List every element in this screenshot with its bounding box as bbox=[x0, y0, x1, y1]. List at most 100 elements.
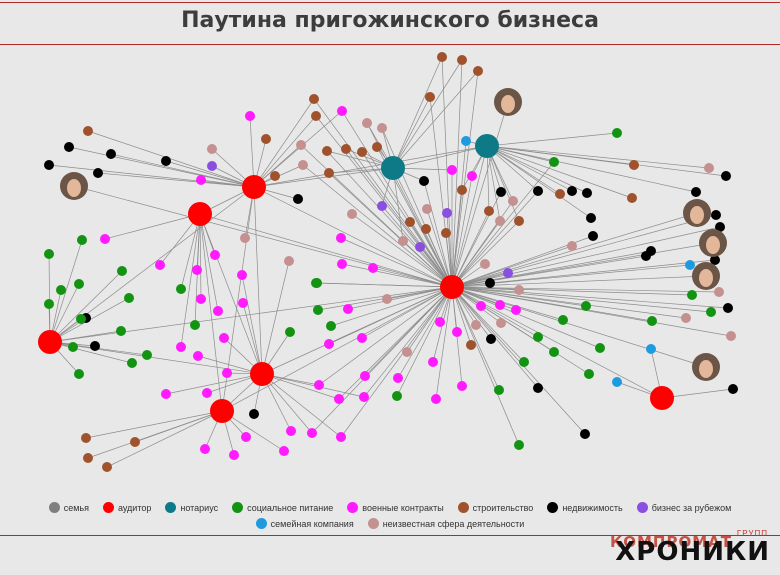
edge bbox=[392, 167, 404, 242]
edge bbox=[451, 286, 707, 368]
graph-node bbox=[415, 242, 425, 252]
edge bbox=[180, 213, 201, 348]
legend-item: нотариус bbox=[165, 502, 218, 513]
graph-node bbox=[584, 369, 594, 379]
edge bbox=[486, 145, 727, 177]
edge bbox=[426, 208, 453, 288]
person-avatar-icon bbox=[692, 353, 720, 381]
graph-node bbox=[357, 147, 367, 157]
graph-node bbox=[81, 433, 91, 443]
edge bbox=[451, 190, 539, 288]
graph-node bbox=[100, 234, 110, 244]
legend-item: недвижимость bbox=[547, 502, 623, 513]
legend-swatch bbox=[232, 502, 244, 513]
edge bbox=[451, 250, 652, 288]
graph-node bbox=[202, 388, 212, 398]
graph-node bbox=[706, 307, 716, 317]
graph-node bbox=[447, 165, 457, 175]
graph-node bbox=[124, 293, 134, 303]
graph-node bbox=[307, 428, 317, 438]
graph-node bbox=[311, 111, 321, 121]
graph-node bbox=[222, 368, 232, 378]
network-graph bbox=[38, 52, 738, 472]
edge bbox=[409, 221, 453, 288]
logo-kompromat: КОМПРОМАТ bbox=[609, 533, 732, 551]
edge bbox=[199, 213, 219, 312]
edge bbox=[261, 373, 340, 400]
legend-item: аудитор bbox=[102, 502, 151, 513]
graph-node bbox=[721, 171, 731, 181]
edge bbox=[486, 145, 592, 219]
edge bbox=[397, 286, 453, 379]
graph-node bbox=[382, 294, 392, 304]
graph-node bbox=[514, 285, 524, 295]
graph-node bbox=[511, 305, 521, 315]
graph-node bbox=[437, 52, 447, 62]
edge bbox=[451, 226, 721, 288]
graph-node bbox=[176, 342, 186, 352]
graph-node bbox=[44, 160, 54, 170]
edge bbox=[97, 172, 255, 188]
edge bbox=[330, 286, 453, 327]
legend-row: семья аудитор нотариус социальное питание во… bbox=[0, 502, 780, 513]
graph-node bbox=[723, 303, 733, 313]
edge bbox=[486, 145, 501, 222]
edge bbox=[406, 286, 453, 353]
graph-node bbox=[484, 206, 494, 216]
graph-node bbox=[467, 171, 477, 181]
graph-node bbox=[471, 320, 481, 330]
edge bbox=[68, 146, 255, 188]
graph-node bbox=[508, 196, 518, 206]
edge bbox=[73, 185, 453, 288]
edge bbox=[199, 213, 223, 412]
legend-swatch bbox=[48, 502, 60, 513]
edge bbox=[451, 70, 479, 288]
edge bbox=[396, 286, 453, 397]
legend-swatch bbox=[102, 502, 114, 513]
legend-item: военные контракты bbox=[347, 502, 444, 513]
graph-node bbox=[496, 187, 506, 197]
edge bbox=[451, 175, 473, 288]
graph-node bbox=[74, 279, 84, 289]
legend-item: неизвестная сфера деятельности bbox=[367, 518, 524, 529]
graph-node bbox=[704, 163, 714, 173]
graph-node bbox=[514, 216, 524, 226]
graph-node bbox=[117, 266, 127, 276]
graph-node bbox=[392, 391, 402, 401]
graph-node bbox=[476, 301, 486, 311]
graph-node bbox=[155, 260, 165, 270]
edge bbox=[242, 302, 263, 375]
edge bbox=[104, 213, 201, 240]
graph-node bbox=[362, 118, 372, 128]
graph-node bbox=[647, 316, 657, 326]
edge bbox=[446, 212, 453, 288]
graph-node bbox=[549, 157, 559, 167]
graph-node bbox=[646, 344, 656, 354]
graph-node bbox=[627, 193, 637, 203]
graph-node bbox=[74, 369, 84, 379]
edge bbox=[302, 164, 453, 288]
auditor-node bbox=[440, 275, 464, 299]
edge bbox=[340, 286, 453, 438]
edge bbox=[451, 286, 687, 319]
graph-node bbox=[176, 284, 186, 294]
graph-node bbox=[106, 149, 116, 159]
graph-node bbox=[77, 235, 87, 245]
graph-node bbox=[567, 241, 577, 251]
legend-item: семья bbox=[48, 502, 89, 513]
edge bbox=[253, 186, 263, 375]
edge bbox=[451, 59, 463, 288]
graph-node bbox=[311, 278, 321, 288]
edge bbox=[49, 341, 133, 364]
graph-node bbox=[419, 176, 429, 186]
graph-node bbox=[503, 268, 513, 278]
notary-node bbox=[475, 134, 499, 158]
auditor-node bbox=[650, 386, 674, 410]
graph-node bbox=[641, 251, 651, 261]
auditor-node bbox=[188, 202, 212, 226]
edge bbox=[315, 282, 453, 288]
graph-node bbox=[324, 339, 334, 349]
graph-node bbox=[486, 334, 496, 344]
person-avatar-icon bbox=[699, 229, 727, 257]
graph-node bbox=[485, 278, 495, 288]
